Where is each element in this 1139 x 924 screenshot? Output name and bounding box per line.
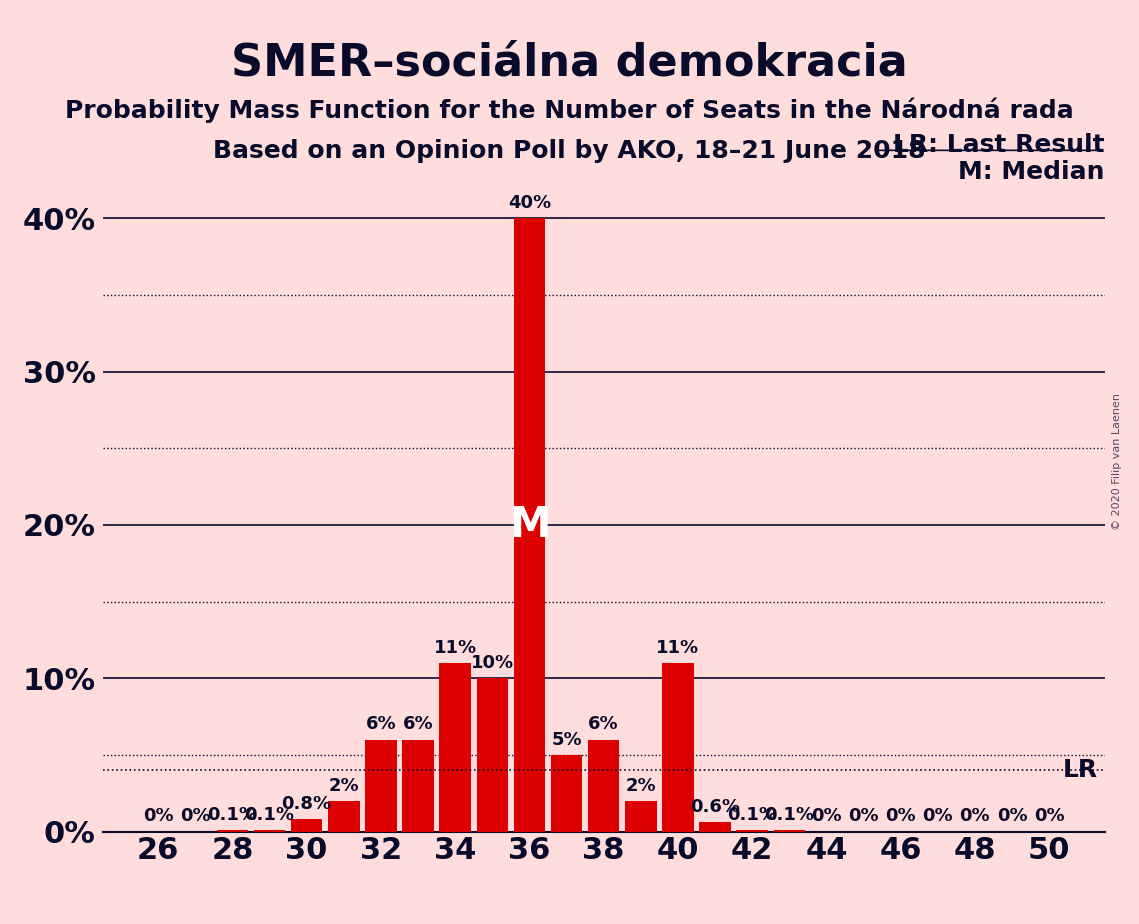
Bar (328, 801, 360, 832)
Text: 0.8%: 0.8% (281, 796, 331, 813)
Text: 6%: 6% (589, 715, 618, 734)
Text: 10%: 10% (470, 654, 514, 672)
Text: Probability Mass Function for the Number of Seats in the Národná rada: Probability Mass Function for the Number… (65, 97, 1074, 123)
Text: 2%: 2% (328, 777, 359, 795)
Text: 0.1%: 0.1% (245, 806, 295, 824)
Bar (216, 830, 248, 832)
Text: LR: Last Result: LR: Last Result (893, 133, 1105, 157)
Text: © 2020 Filip van Laenen: © 2020 Filip van Laenen (1112, 394, 1122, 530)
Text: Based on an Opinion Poll by AKO, 18–21 June 2018: Based on an Opinion Poll by AKO, 18–21 J… (213, 139, 926, 163)
Text: 0.1%: 0.1% (207, 806, 257, 824)
Text: M: Median: M: Median (958, 161, 1105, 185)
Bar (254, 830, 286, 832)
Text: 11%: 11% (656, 638, 699, 657)
Bar (773, 830, 805, 832)
Bar (476, 678, 508, 832)
Text: 6%: 6% (403, 715, 433, 734)
Text: SMER–sociálna demokracia: SMER–sociálna demokracia (231, 42, 908, 85)
Bar (588, 739, 620, 832)
Bar (699, 822, 731, 832)
Bar (440, 663, 470, 832)
Text: 40%: 40% (508, 194, 551, 213)
Bar (737, 830, 768, 832)
Text: 0%: 0% (959, 808, 990, 825)
Text: 0.1%: 0.1% (764, 806, 814, 824)
Text: 0%: 0% (849, 808, 879, 825)
Text: 0.6%: 0.6% (690, 798, 740, 816)
Bar (290, 820, 322, 832)
Text: 5%: 5% (551, 731, 582, 748)
Bar (625, 801, 656, 832)
Bar (551, 755, 582, 832)
Text: 0%: 0% (1034, 808, 1065, 825)
Text: 0%: 0% (180, 808, 211, 825)
Text: 0.1%: 0.1% (727, 806, 777, 824)
Text: 0%: 0% (997, 808, 1027, 825)
Text: 6%: 6% (366, 715, 396, 734)
Text: 0%: 0% (142, 808, 173, 825)
Text: 0%: 0% (923, 808, 953, 825)
Bar (662, 663, 694, 832)
Text: M: M (509, 504, 550, 546)
Text: LR: LR (1063, 759, 1097, 783)
Text: 11%: 11% (434, 638, 477, 657)
Text: 2%: 2% (625, 777, 656, 795)
Text: 0%: 0% (885, 808, 916, 825)
Bar (514, 218, 546, 832)
Text: 0%: 0% (811, 808, 842, 825)
Bar (366, 739, 396, 832)
Bar (402, 739, 434, 832)
